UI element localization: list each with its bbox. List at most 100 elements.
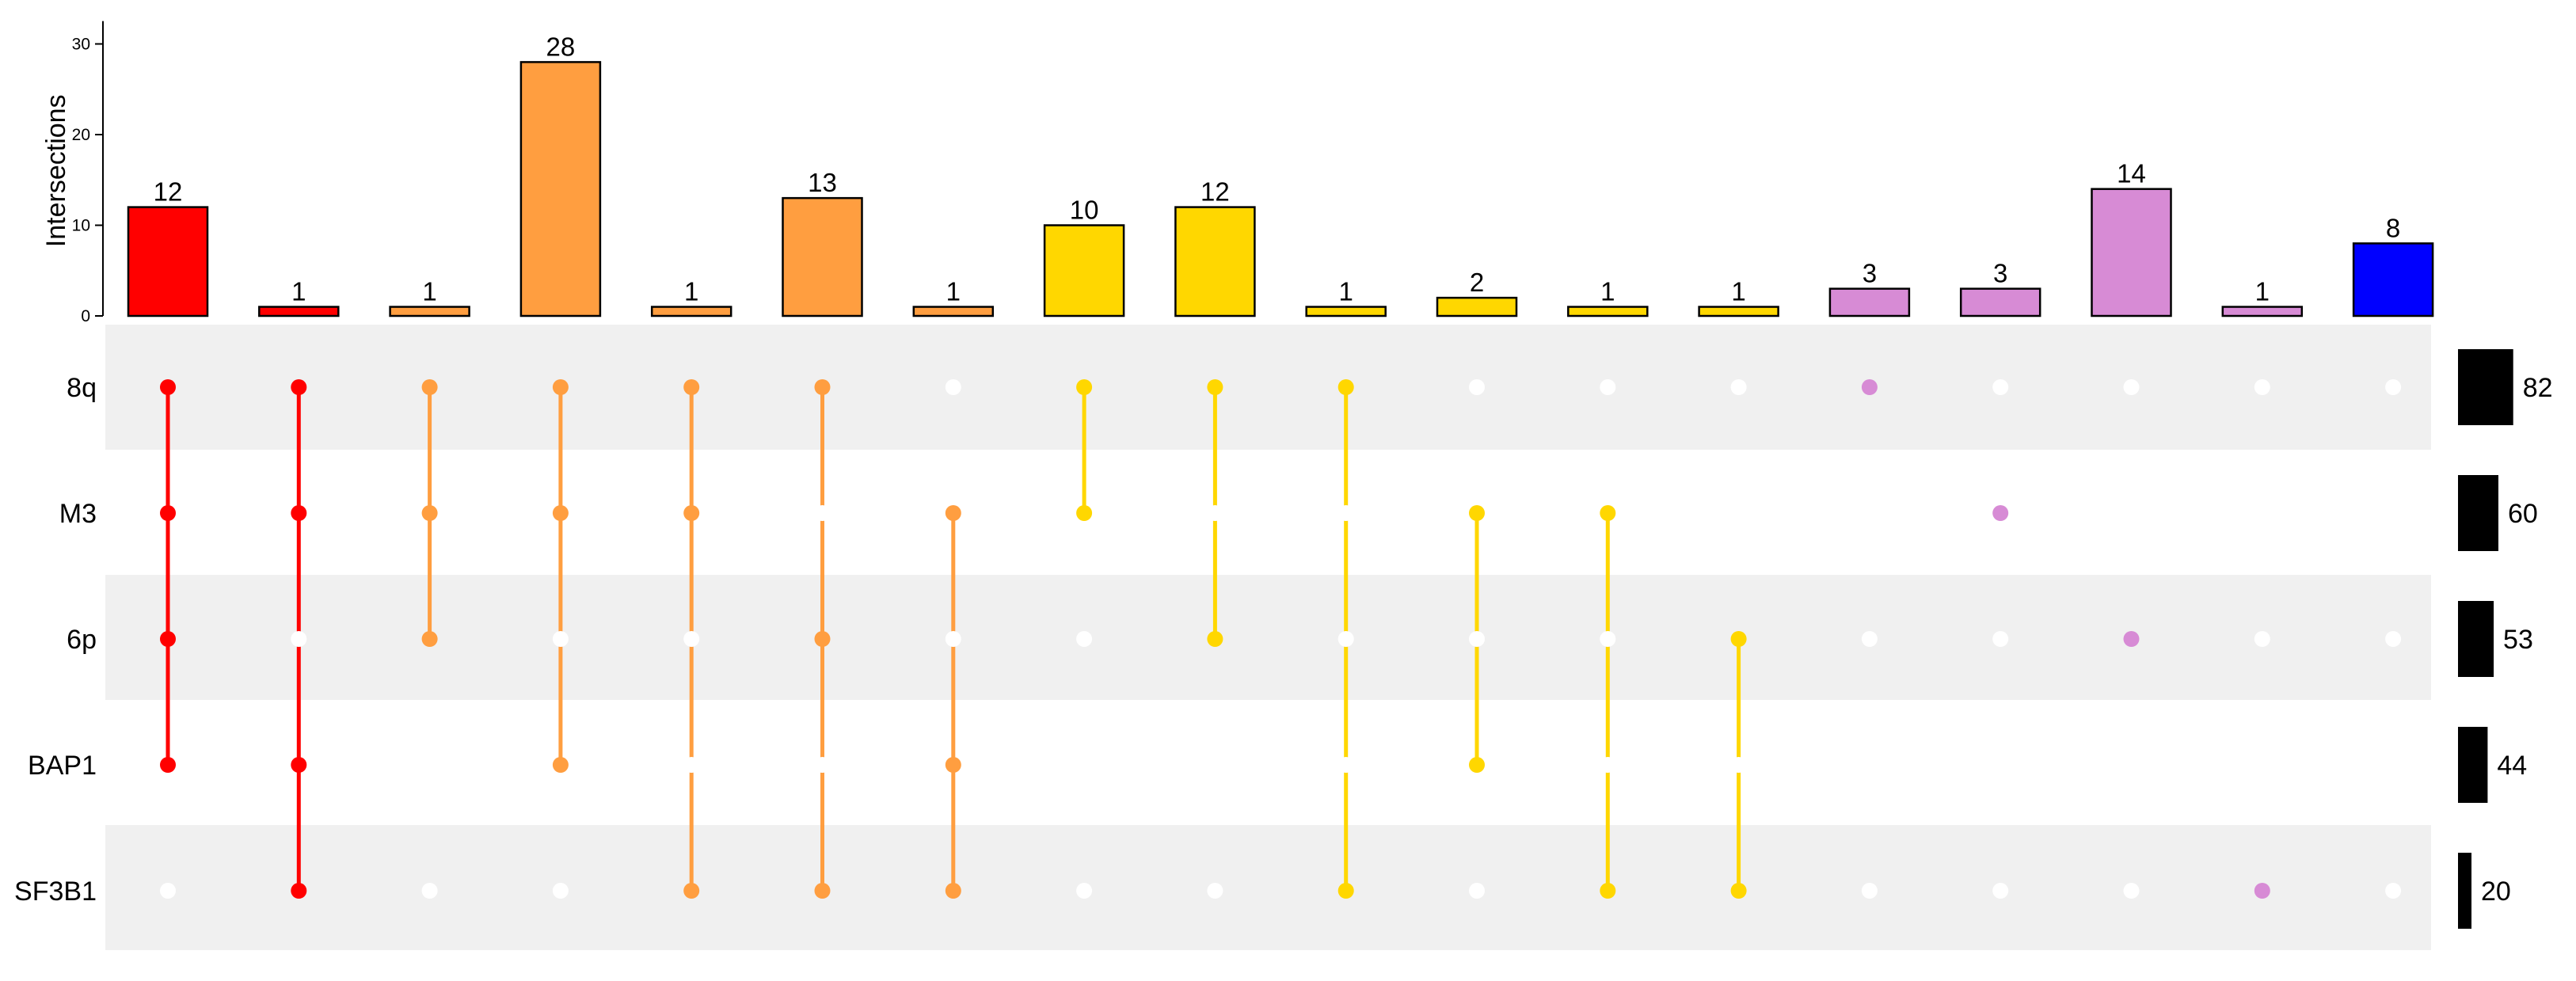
bar-value-label: 1	[291, 277, 306, 306]
member-dot	[1730, 631, 1747, 647]
intersection-bar	[912, 306, 995, 317]
empty-dot	[945, 379, 961, 395]
intersection-bar	[389, 306, 470, 317]
empty-dot	[683, 631, 700, 647]
set-size-label: 60	[2508, 499, 2538, 529]
empty-dot	[291, 631, 307, 647]
empty-dot	[2385, 505, 2402, 521]
y-axis: 0 10 20 30 Intersections	[41, 21, 104, 325]
member-dot	[291, 379, 307, 395]
intersection-bar	[1698, 306, 1779, 317]
member-dot	[2123, 631, 2140, 647]
empty-dot	[1076, 757, 1093, 773]
member-dot	[814, 883, 831, 899]
empty-dot	[552, 631, 569, 647]
empty-dot	[2123, 757, 2140, 773]
member-dot	[945, 505, 961, 521]
intersection-bar	[519, 61, 602, 317]
empty-dot	[2254, 505, 2270, 521]
intersection-bar	[1567, 306, 1649, 317]
member-dot	[1337, 379, 1354, 395]
member-dot	[1730, 883, 1747, 899]
empty-dot	[1337, 631, 1354, 647]
empty-dot	[1861, 505, 1878, 521]
bar-value-label: 1	[1731, 277, 1745, 306]
bar-value-label: 13	[808, 168, 837, 197]
bar-value-label: 12	[154, 177, 183, 207]
empty-dot	[683, 757, 700, 773]
member-dot	[160, 379, 176, 395]
y-tick-label: 20	[72, 126, 90, 144]
empty-dot	[1861, 883, 1878, 899]
empty-dot	[160, 883, 176, 899]
empty-dot	[2385, 883, 2402, 899]
bar-value-label: 1	[2255, 277, 2270, 306]
empty-dot	[1207, 883, 1223, 899]
y-tick-label: 0	[81, 307, 90, 325]
y-tick-label: 30	[72, 36, 90, 54]
intersection-bar	[1174, 206, 1256, 317]
member-dot	[552, 757, 569, 773]
empty-dot	[2254, 757, 2270, 773]
set-label: M3	[59, 499, 97, 529]
set-label: SF3B1	[14, 876, 97, 907]
set-size-label: 53	[2503, 625, 2533, 655]
set-size-bar	[2458, 601, 2494, 677]
member-dot	[814, 631, 831, 647]
set-size-label: 44	[2497, 751, 2527, 781]
empty-dot	[945, 631, 961, 647]
bar-value-label: 12	[1200, 177, 1230, 207]
member-dot	[291, 883, 307, 899]
intersection-bar	[127, 206, 209, 317]
set-size-label: 20	[2481, 876, 2511, 907]
empty-dot	[552, 883, 569, 899]
empty-dot	[2254, 631, 2270, 647]
bar-value-label: 3	[1993, 259, 2007, 288]
intersection-bar	[650, 306, 732, 317]
empty-dot	[1992, 631, 2009, 647]
member-dot	[421, 379, 438, 395]
empty-dot	[2254, 379, 2270, 395]
member-dot	[1600, 505, 1616, 521]
intersection-bar	[2221, 306, 2304, 317]
intersection-bar	[1305, 306, 1387, 317]
empty-dot	[1207, 757, 1223, 773]
set-size-label: 82	[2523, 373, 2553, 403]
member-dot	[1469, 757, 1485, 773]
member-dot	[1600, 883, 1616, 899]
empty-dot	[1992, 379, 2009, 395]
empty-dot	[1861, 757, 1878, 773]
intersection-bar	[258, 306, 340, 317]
set-label: BAP1	[28, 751, 97, 781]
membership-matrix	[160, 379, 2402, 899]
member-dot	[2254, 883, 2270, 899]
empty-dot	[2385, 379, 2402, 395]
row-stripe	[105, 325, 2431, 450]
member-dot	[683, 505, 700, 521]
empty-dot	[2385, 631, 2402, 647]
member-dot	[1992, 505, 2009, 521]
empty-dot	[2385, 757, 2402, 773]
member-dot	[160, 631, 176, 647]
member-dot	[1337, 883, 1354, 899]
row-stripe	[105, 825, 2431, 950]
empty-dot	[421, 757, 438, 773]
set-labels: 8q M3 6p BAP1 SF3B1	[14, 373, 97, 907]
bar-value-label: 10	[1070, 196, 1099, 225]
empty-dot	[2123, 505, 2140, 521]
member-dot	[421, 505, 438, 521]
member-dot	[160, 505, 176, 521]
empty-dot	[1469, 631, 1485, 647]
set-label: 6p	[67, 625, 97, 655]
y-axis-title: Intersections	[41, 94, 71, 247]
bar-value-label: 1	[1600, 277, 1615, 306]
empty-dot	[814, 505, 831, 521]
empty-dot	[1861, 631, 1878, 647]
member-dot	[1207, 379, 1223, 395]
member-dot	[421, 631, 438, 647]
bar-value-label: 8	[2386, 213, 2400, 242]
bar-value-label: 1	[946, 277, 961, 306]
set-size-bar	[2458, 727, 2488, 803]
intersection-bar	[1959, 287, 2041, 317]
intersection-bar	[782, 196, 863, 317]
